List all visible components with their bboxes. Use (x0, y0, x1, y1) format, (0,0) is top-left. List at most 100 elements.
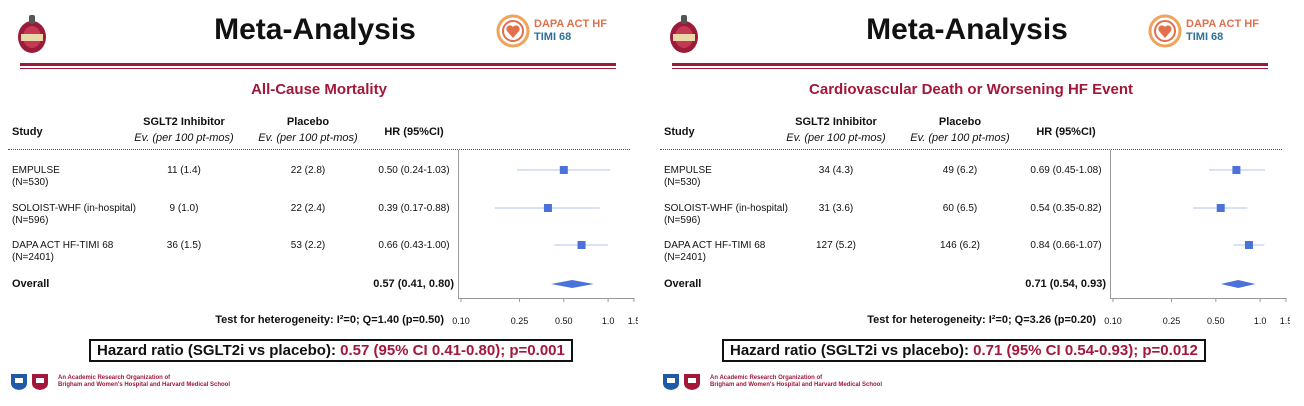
dapa-heart-icon (496, 14, 530, 48)
header-hr: HR (95%CI) (384, 126, 444, 138)
header-arm1-sub: Ev. (per 100 pt-mos) (134, 132, 234, 144)
hr-marker (1232, 166, 1241, 174)
hr-marker (559, 166, 568, 174)
forest-plot: 0.10 0.25 0.50 1.0 1.5 (1104, 166, 1290, 326)
overall-diamond (1220, 280, 1256, 288)
aro-line1: An Academic Research Organization of (58, 375, 171, 381)
study-arm2: 22 (2.8) (290, 165, 326, 176)
overall-label: Overall (664, 278, 702, 290)
study-n: (N=2401) (664, 252, 706, 263)
study-name: DAPA ACT HF-TIMI 68 (12, 240, 114, 251)
study-name: DAPA ACT HF-TIMI 68 (664, 240, 766, 251)
study-hr: 0.66 (0.43-1.00) (378, 240, 450, 251)
hr-marker (577, 241, 586, 249)
timi-logo-icon (670, 15, 698, 53)
study-arm1: 9 (1.0) (169, 203, 199, 214)
study-name: EMPULSE (12, 165, 60, 176)
study-n: (N=2401) (12, 252, 54, 263)
aro-line2: Brigham and Women's Hospital and Harvard… (710, 382, 883, 388)
study-arm2: 146 (6.2) (939, 240, 981, 251)
trial-logo-line1: DAPA ACT HF (1186, 18, 1259, 30)
x-tick-label: 1.5 (1280, 316, 1290, 326)
heterogeneity-test: Test for heterogeneity: I²=0; Q=3.26 (p=… (867, 314, 1096, 326)
title-rule-thin (672, 68, 1268, 69)
study-arm1: 34 (4.3) (818, 165, 854, 176)
hr-marker (543, 204, 552, 212)
study-arm2: 22 (2.4) (290, 203, 326, 214)
header-arm1: SGLT2 Inhibitor (143, 116, 225, 128)
hazard-ratio-summary: Hazard ratio (SGLT2i vs placebo): 0.57 (… (89, 339, 573, 362)
study-n: (N=530) (664, 177, 701, 188)
header-divider (8, 149, 630, 150)
study-arm1: 36 (1.5) (166, 240, 202, 251)
hr-summary-value: 0.57 (95% CI 0.41-0.80); p=0.001 (340, 342, 565, 359)
hr-marker (1244, 241, 1253, 249)
overall-hr: 0.71 (0.54, 0.93) (1025, 278, 1106, 290)
heterogeneity-test: Test for heterogeneity: I²=0; Q=1.40 (p=… (215, 314, 444, 326)
forest-panel-cv-death-worsening-hf: Meta-Analysis DAPA ACT HF TIMI 68 Cardio… (652, 0, 1290, 406)
x-tick-label: 1.0 (602, 316, 615, 326)
trial-logo-line2: TIMI 68 (1186, 31, 1224, 43)
study-name: SOLOIST-WHF (in-hospital) (664, 203, 788, 214)
dapa-heart-icon (1148, 14, 1182, 48)
header-arm2-sub: Ev. (per 100 pt-mos) (258, 132, 358, 144)
bwh-harvard-shield-icon (663, 374, 700, 390)
title-rule (672, 63, 1268, 66)
study-arm2: 49 (6.2) (942, 165, 978, 176)
study-hr: 0.54 (0.35-0.82) (1030, 203, 1102, 214)
header-arm1: SGLT2 Inhibitor (795, 116, 877, 128)
study-hr: 0.69 (0.45-1.08) (1030, 165, 1102, 176)
study-hr: 0.84 (0.66-1.07) (1030, 240, 1102, 251)
study-name: SOLOIST-WHF (in-hospital) (12, 203, 136, 214)
trial-logo-line1: DAPA ACT HF (534, 18, 607, 30)
hr-marker (1216, 204, 1225, 212)
study-arm2: 60 (6.5) (942, 203, 978, 214)
study-hr: 0.50 (0.24-1.03) (378, 165, 450, 176)
aro-credit: An Academic Research Organization of Bri… (710, 375, 882, 389)
forest-plot-frame (458, 150, 459, 298)
trial-logo-line2: TIMI 68 (534, 31, 572, 43)
header-arm1-sub: Ev. (per 100 pt-mos) (786, 132, 886, 144)
header-arm2-sub: Ev. (per 100 pt-mos) (910, 132, 1010, 144)
study-arm2: 53 (2.2) (290, 240, 326, 251)
study-arm1: 11 (1.4) (167, 165, 201, 176)
title-rule-thin (20, 68, 616, 69)
overall-hr: 0.57 (0.41, 0.80) (373, 278, 454, 290)
overall-diamond (551, 280, 594, 288)
hr-summary-prefix: Hazard ratio (SGLT2i vs placebo): (730, 342, 969, 359)
forest-plot-axis (458, 298, 634, 299)
section-title: All-Cause Mortality (251, 81, 387, 98)
slide-title: Meta-Analysis (214, 13, 416, 46)
x-tick-label: 1.0 (1254, 316, 1267, 326)
header-arm2: Placebo (286, 116, 330, 128)
header-divider (660, 149, 1282, 150)
section-title: Cardiovascular Death or Worsening HF Eve… (809, 81, 1133, 98)
x-tick-label: 0.10 (1104, 316, 1122, 326)
study-n: (N=530) (12, 177, 49, 188)
title-rule (20, 63, 616, 66)
aro-line1: An Academic Research Organization of (710, 375, 823, 381)
x-tick-label: 0.10 (452, 316, 470, 326)
overall-label: Overall (12, 278, 50, 290)
forest-plot-axis (1110, 298, 1286, 299)
forest-panel-all-cause-mortality: Meta-Analysis DAPA ACT HF TIMI 68 All-Ca… (0, 0, 638, 406)
study-arm1: 127 (5.2) (815, 240, 857, 251)
x-tick-label: 0.50 (555, 316, 573, 326)
aro-line2: Brigham and Women's Hospital and Harvard… (58, 382, 231, 388)
bwh-harvard-shield-icon (11, 374, 48, 390)
study-hr: 0.39 (0.17-0.88) (378, 203, 450, 214)
forest-plot: 0.10 0.25 0.50 1.0 1.5 (452, 166, 638, 326)
x-tick-label: 0.50 (1207, 316, 1225, 326)
aro-credit: An Academic Research Organization of Bri… (58, 375, 230, 389)
header-study: Study (664, 126, 695, 138)
header-arm2: Placebo (938, 116, 982, 128)
hr-summary-prefix: Hazard ratio (SGLT2i vs placebo): (97, 342, 336, 359)
study-n: (N=596) (664, 215, 701, 226)
x-tick-label: 0.25 (511, 316, 529, 326)
hazard-ratio-summary: Hazard ratio (SGLT2i vs placebo): 0.71 (… (722, 339, 1206, 362)
header-study: Study (12, 126, 43, 138)
slide-title: Meta-Analysis (866, 13, 1068, 46)
study-name: EMPULSE (664, 165, 712, 176)
study-n: (N=596) (12, 215, 49, 226)
study-arm1: 31 (3.6) (818, 203, 854, 214)
